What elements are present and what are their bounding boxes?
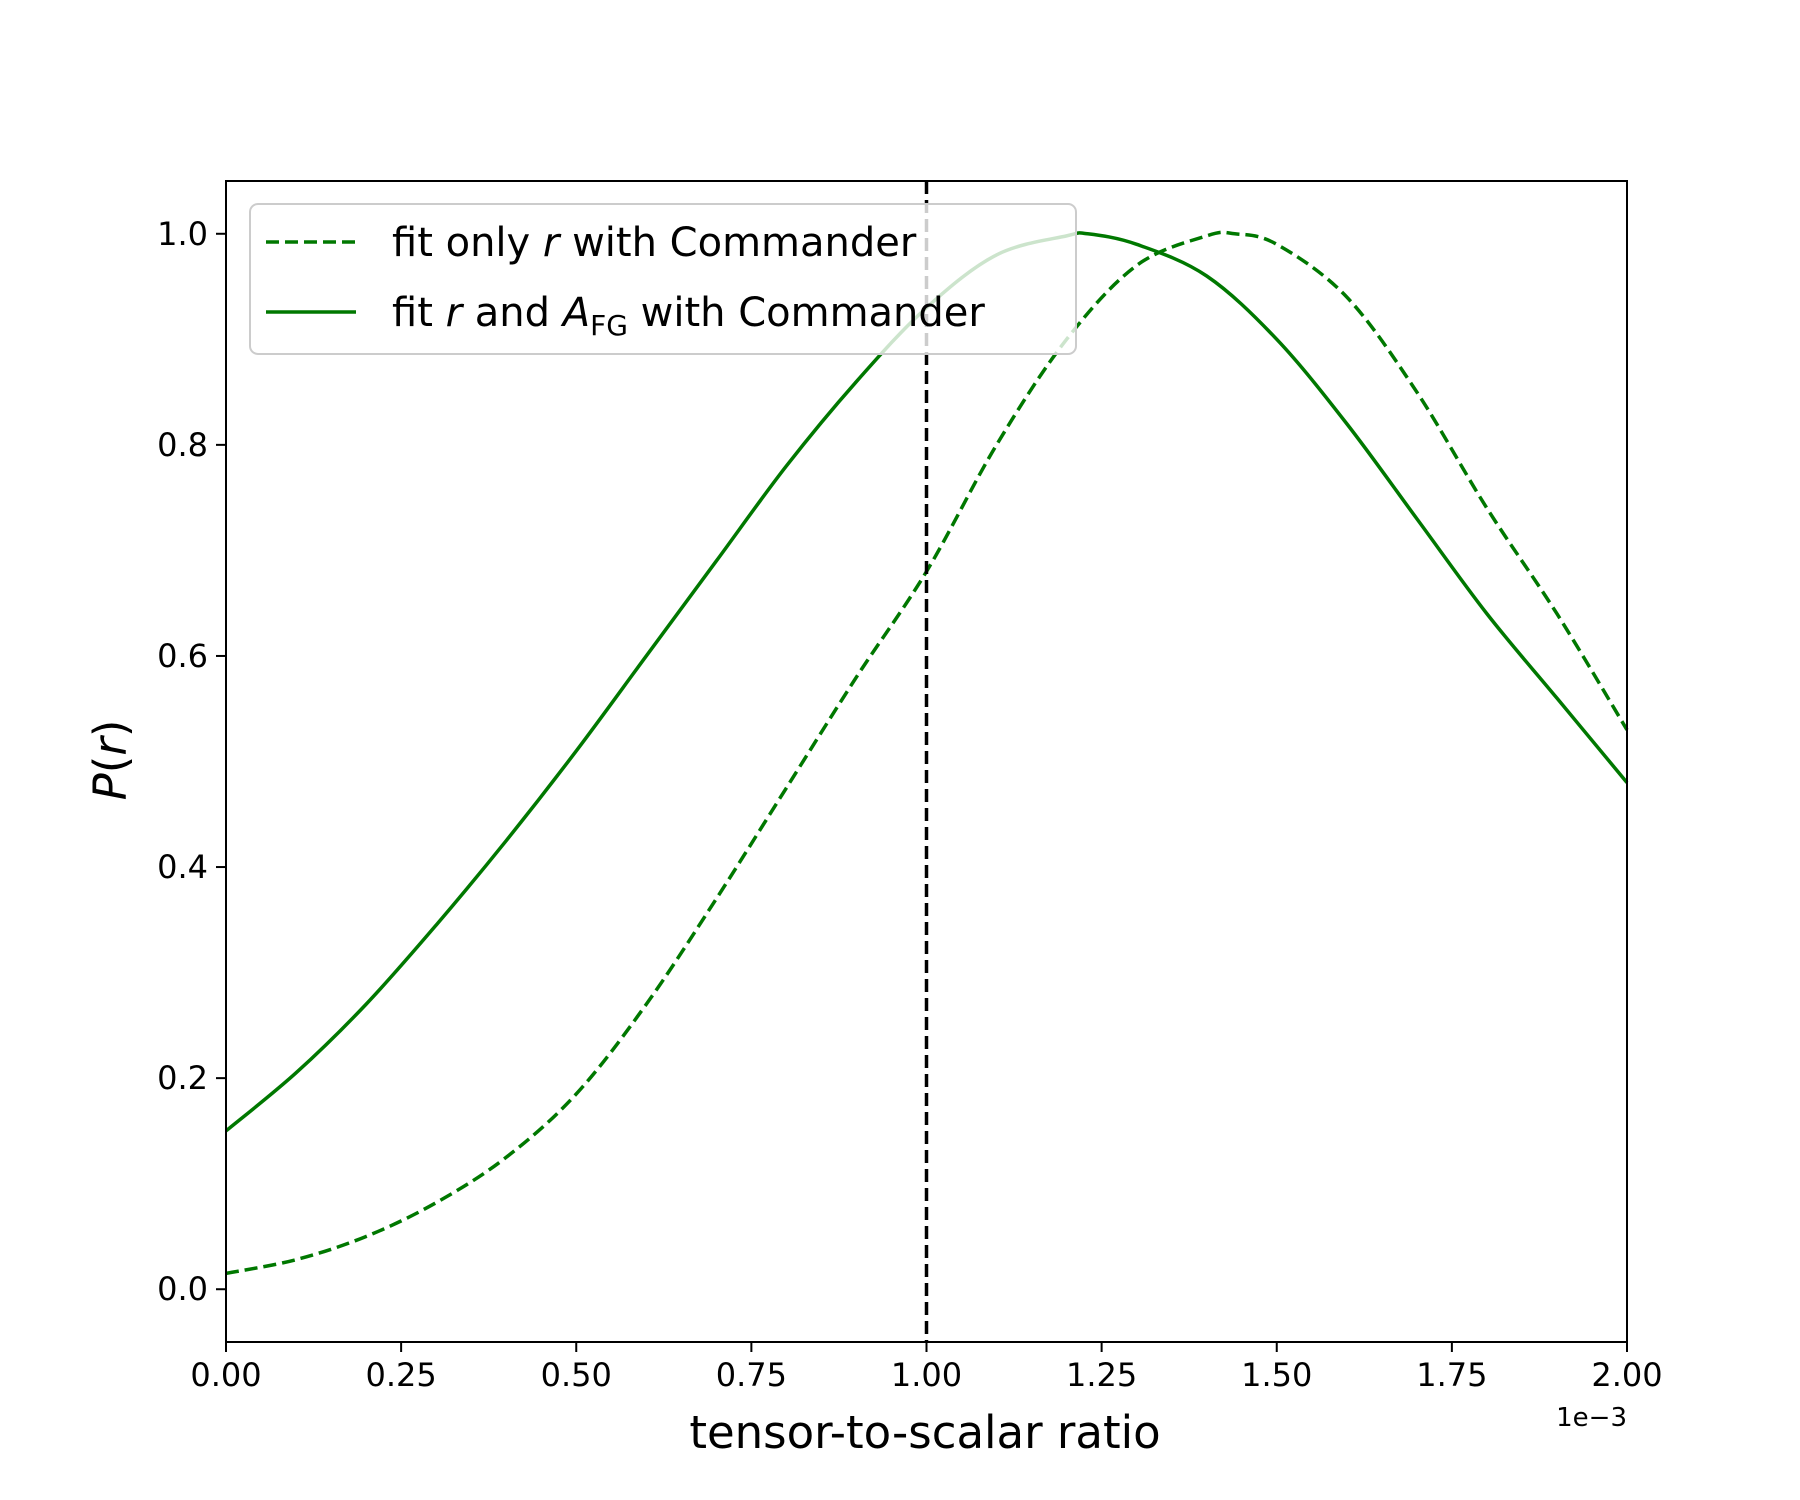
legend-entry-solid-variable2: A <box>560 290 590 336</box>
y-tick-label: 0.8 <box>157 426 208 464</box>
legend-entry-solid-subscript: FG <box>590 309 628 342</box>
x-tick-label: 1.75 <box>1416 1356 1487 1394</box>
y-tick-label: 0.4 <box>157 848 208 886</box>
legend-entry-solid: fit r and AFG with Commander <box>392 290 985 342</box>
legend: fit only r with Commander fit r and AFG … <box>249 203 1077 355</box>
y-axis-label-close-paren: ) <box>84 720 137 738</box>
legend-box <box>249 203 1077 355</box>
x-tick-label: 0.50 <box>541 1356 612 1394</box>
legend-entry-dashed-variable: r <box>543 220 562 266</box>
legend-entry-dashed-prefix: fit only <box>392 220 543 266</box>
x-tick-label: 0.00 <box>190 1356 261 1394</box>
legend-entry-solid-variable: r <box>446 290 465 336</box>
series-line-dashed <box>225 230 1629 1276</box>
x-tick-label: 1.25 <box>1066 1356 1137 1394</box>
y-tick-label: 0.2 <box>157 1059 208 1097</box>
legend-entry-dashed: fit only r with Commander <box>392 220 917 266</box>
y-axis-label-open-paren: ( <box>84 756 137 774</box>
axis-ticks: 0.00 0.25 0.50 0.75 1.00 1.25 1.50 1.75 2.00 0.0 0… <box>157 215 1663 1394</box>
y-tick-label: 1.0 <box>157 215 208 253</box>
x-tick-label: 1.00 <box>891 1356 962 1394</box>
legend-entry-solid-suffix: with Commander <box>628 290 985 336</box>
plot-frame <box>225 180 1628 1343</box>
y-axis-label: P(r) <box>84 720 137 801</box>
y-tick-label: 0.0 <box>157 1270 208 1308</box>
legend-entry-solid-mid: and <box>462 290 563 336</box>
legend-entry-solid-prefix: fit <box>392 290 446 336</box>
y-axis-label-variable: r <box>84 735 137 756</box>
x-tick-label: 1.50 <box>1241 1356 1312 1394</box>
x-tick-label: 2.00 <box>1591 1356 1662 1394</box>
x-axis-offset-label: 1e−3 <box>1556 1403 1627 1433</box>
x-axis-label: tensor-to-scalar ratio <box>689 1406 1160 1459</box>
legend-entry-dashed-suffix: with Commander <box>559 220 916 266</box>
x-tick-label: 0.25 <box>366 1356 437 1394</box>
x-tick-label: 0.75 <box>716 1356 787 1394</box>
y-axis-label-base: P <box>84 772 137 800</box>
y-tick-label: 0.6 <box>157 637 208 675</box>
